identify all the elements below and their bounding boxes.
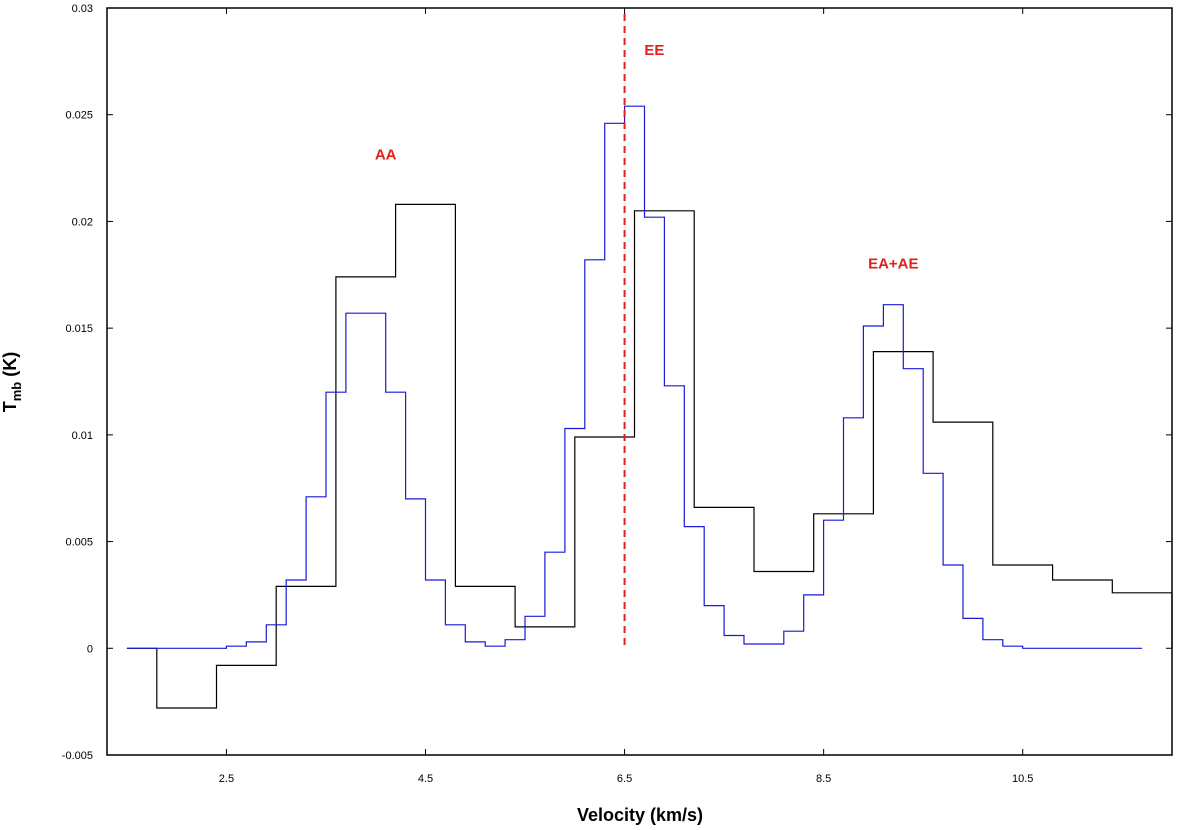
y-tick-label: 0.015	[65, 323, 93, 335]
y-tick-label: -0.005	[62, 750, 93, 762]
series-layer	[126, 105, 1173, 709]
series-line-1	[126, 203, 1173, 709]
y-tick-label: 0.025	[65, 110, 93, 122]
y-tick-label: 0	[87, 643, 93, 655]
y-axis-title-main: T	[0, 401, 20, 412]
annotation-label: EA+AE	[868, 255, 918, 272]
x-axis-title: Velocity (km/s)	[577, 805, 703, 825]
y-tick-label: 0.01	[72, 430, 93, 442]
annotation-label: EE	[644, 42, 664, 59]
y-tick-label: 0.005	[65, 537, 93, 549]
x-tick-label: 8.5	[816, 773, 831, 785]
plot-frame	[106, 7, 1173, 756]
y-tick-label: 0.03	[72, 3, 93, 15]
annotations: AA EE EA+AE	[375, 42, 919, 272]
y-tick-label: 0.02	[72, 216, 93, 228]
x-tick-label: 4.5	[418, 773, 433, 785]
y-axis-title-sub: mb	[9, 382, 24, 402]
series-line-2	[126, 105, 1143, 649]
y-axis: -0.005 0 0.005 0.01 0.015 0.02 0.025 0.03	[62, 3, 1172, 762]
y-axis-title: Tmb (K)	[0, 352, 24, 413]
x-tick-label: 2.5	[219, 773, 234, 785]
x-axis: 2.5 4.5 6.5 8.5 10.5	[219, 8, 1033, 785]
x-tick-label: 10.5	[1012, 773, 1033, 785]
x-tick-label: 6.5	[617, 773, 632, 785]
annotation-label: AA	[375, 147, 397, 164]
y-axis-title-unit: (K)	[0, 352, 20, 382]
